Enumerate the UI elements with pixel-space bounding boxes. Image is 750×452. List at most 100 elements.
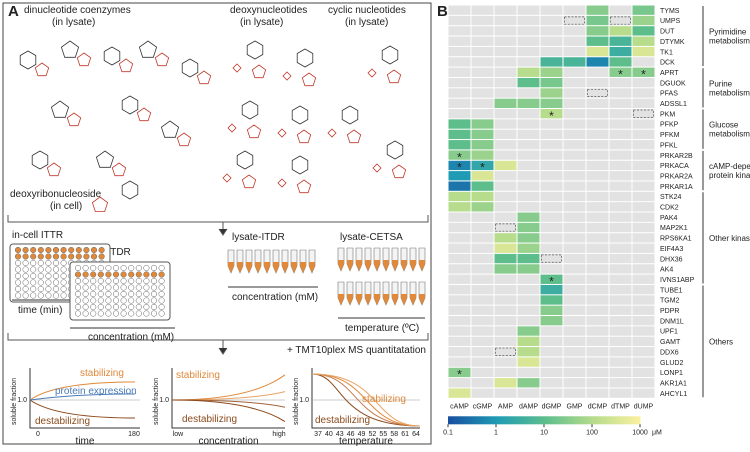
cell: [517, 264, 540, 274]
row-label: DNM1L: [660, 318, 684, 325]
row-label: PRKACA: [660, 163, 689, 170]
empty-cell: [540, 378, 563, 388]
cell: [471, 191, 494, 202]
well: [158, 310, 165, 317]
colorbar-step: [469, 416, 473, 425]
empty-cell: [586, 347, 609, 357]
well: [105, 277, 112, 285]
empty-cell: [540, 36, 563, 46]
colorbar-step: [601, 416, 605, 425]
group-label: protein kinase A: [709, 171, 750, 180]
y-label: soluble fraction: [153, 378, 160, 425]
empty-cell: [632, 191, 655, 202]
cell: [494, 264, 517, 274]
empty-cell: [563, 233, 586, 243]
empty-cell: [471, 46, 494, 57]
ring: [111, 162, 127, 177]
well: [105, 297, 112, 304]
tube-liquid: [374, 294, 380, 305]
x-label: temperature: [339, 436, 393, 447]
well: [97, 284, 104, 291]
curve: [29, 399, 136, 419]
empty-cell: [563, 15, 586, 26]
cell: [448, 129, 471, 140]
tube-liquid: [401, 260, 407, 271]
well: [97, 297, 104, 304]
empty-cell: [632, 77, 655, 88]
well: [75, 253, 82, 260]
colorbar-step: [472, 416, 476, 425]
well: [82, 303, 89, 311]
tube-liquid: [374, 260, 380, 271]
empty-cell: [632, 367, 655, 378]
empty-cell: [609, 388, 632, 398]
empty-cell: [494, 181, 517, 191]
well: [90, 297, 97, 304]
tube-liquid: [291, 262, 297, 273]
ring: [341, 105, 359, 125]
empty-cell: [632, 336, 655, 347]
cell: [448, 119, 471, 129]
empty-cell: [494, 388, 517, 398]
empty-cell: [471, 77, 494, 88]
label: lysate-CETSA: [340, 232, 403, 243]
cell: [632, 5, 655, 15]
empty-cell: [471, 316, 494, 326]
colorbar-step: [454, 416, 458, 425]
tube-liquid: [419, 260, 425, 271]
empty-cell: [448, 212, 471, 222]
ring: [121, 95, 139, 115]
empty-cell: [517, 181, 540, 191]
empty-cell: [586, 316, 609, 326]
tube-liquid: [410, 260, 416, 271]
tube-liquid: [383, 260, 389, 271]
empty-cell: [632, 57, 655, 67]
column-label: dUMP: [634, 403, 654, 410]
empty-cell: [494, 191, 517, 202]
empty-cell: [448, 295, 471, 305]
label: time (min): [18, 305, 62, 316]
tube-liquid: [237, 262, 243, 273]
well: [82, 271, 89, 278]
cell: [609, 46, 632, 57]
curve: [29, 381, 136, 401]
well: [37, 253, 44, 260]
cell: [632, 26, 655, 36]
empty-cell: [517, 88, 540, 98]
colorbar-step: [508, 416, 512, 425]
empty-cell: [471, 233, 494, 243]
empty-cell: [517, 15, 540, 26]
empty-cell: [563, 171, 586, 181]
ring: [282, 71, 292, 81]
column-label: dCMP: [588, 403, 608, 410]
row-label: DTYMK: [660, 39, 685, 46]
empty-cell: [448, 336, 471, 347]
empty-cell: [494, 336, 517, 347]
well: [30, 272, 37, 280]
colorbar-step: [529, 416, 533, 425]
colorbar-label: 1: [494, 429, 498, 436]
row-label: PFAS: [660, 91, 678, 98]
empty-cell: [471, 57, 494, 67]
empty-cell: [563, 202, 586, 212]
empty-cell: [517, 284, 540, 295]
y-ref: 1.0: [299, 397, 309, 404]
well: [135, 303, 142, 311]
empty-cell: [540, 129, 563, 140]
empty-cell: [540, 212, 563, 222]
well: [128, 310, 135, 317]
well: [128, 290, 135, 298]
y-ref: 1.0: [159, 397, 169, 404]
row-label: PRKAR2A: [660, 173, 693, 180]
cell: [517, 347, 540, 357]
empty-cell: [448, 305, 471, 315]
cell: [448, 202, 471, 212]
well: [97, 264, 104, 272]
empty-cell: [540, 233, 563, 243]
empty-cell: [609, 181, 632, 191]
empty-cell: [563, 150, 586, 160]
colorbar-step: [520, 416, 524, 425]
ring: [160, 120, 180, 138]
curve: [311, 373, 421, 427]
